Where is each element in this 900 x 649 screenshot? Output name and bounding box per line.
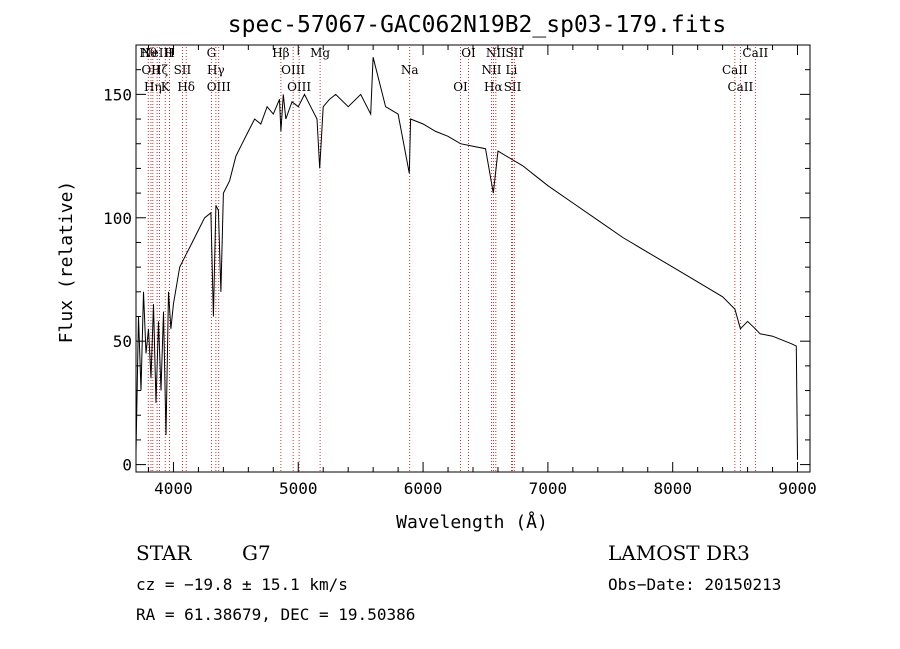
spectral-line-label: OI — [453, 80, 468, 94]
spectral-line-label: OI — [461, 46, 476, 60]
x-tick-label: 7000 — [529, 479, 568, 498]
spectral-line-label: CaII — [742, 46, 768, 60]
spectral-line-label: SII — [505, 46, 523, 60]
observation-date: Obs−Date: 20150213 — [608, 575, 781, 594]
spectral-line-label: SII — [504, 80, 522, 94]
survey-name: LAMOST DR3 — [608, 541, 750, 565]
y-tick-label: 100 — [103, 209, 132, 228]
spectral-line-label: Hη — [144, 80, 162, 94]
x-tick-label: 4000 — [154, 479, 193, 498]
spectral-line-label: Hζ — [151, 63, 168, 77]
y-tick-label: 50 — [113, 332, 132, 351]
object-subclass: G7 — [242, 541, 271, 565]
spectral-line-label: NII — [481, 63, 501, 77]
y-axis-label: Flux (relative) — [56, 181, 77, 344]
x-tick-label: 6000 — [404, 479, 443, 498]
y-tick-label: 0 — [122, 456, 132, 475]
flux-series-line — [135, 57, 798, 460]
y-tick-label: 150 — [103, 85, 132, 104]
spectral-line-label: G — [207, 46, 217, 60]
spectral-line-label: Hδ — [177, 80, 195, 94]
spectral-line-label: OIII — [287, 80, 311, 94]
spectral-line-label: Na — [401, 63, 419, 77]
redshift-value: cz = −19.8 ± 15.1 km/s — [136, 575, 348, 594]
x-tick-label: 5000 — [279, 479, 318, 498]
x-axis-label: Wavelength (Å) — [396, 511, 548, 533]
spectral-line-label: OII — [141, 63, 161, 77]
spectral-line-label: K — [161, 80, 171, 94]
spectral-line-label: Mg — [310, 46, 330, 60]
spectral-line-label: NII — [486, 46, 506, 60]
object-class: STAR — [136, 541, 192, 565]
coordinates: RA = 61.38679, DEC = 19.50386 — [136, 605, 415, 624]
spectral-line-label: Hγ — [207, 63, 225, 77]
spectral-line-label: H — [164, 46, 174, 60]
spectral-line-label: OIII — [207, 80, 231, 94]
spectral-line-markers: HθOIIHηNeIIIHζKHSIIHδGHγOIIIHβOIIIOIIIMg… — [139, 46, 768, 472]
x-tick-label: 9000 — [778, 479, 817, 498]
plot-frame — [135, 44, 811, 473]
spectral-line-label: Li — [506, 63, 518, 77]
spectral-line-label: Hα — [484, 80, 503, 94]
x-tick-label: 8000 — [653, 479, 692, 498]
axis-ticks: 4000 5000 6000 7000 8000 9000 0 50 100 150 — [103, 45, 817, 498]
spectral-line-label: Hβ — [272, 46, 289, 60]
spectral-line-label: CaII — [722, 63, 748, 77]
spectral-line-label: SII — [174, 63, 192, 77]
spectral-line-label: CaII — [727, 80, 753, 94]
spectral-line-label: OIII — [281, 63, 305, 77]
chart-title: spec-57067-GAC062N19B2_sp03-179.fits — [228, 12, 727, 38]
